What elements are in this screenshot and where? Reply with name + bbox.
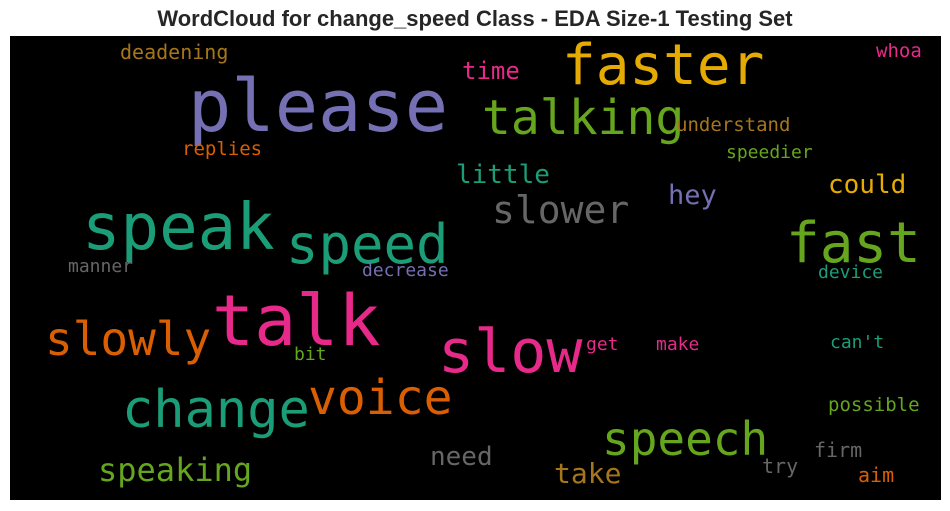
word-try: try	[762, 454, 799, 478]
wordcloud-canvas: please faster talking speak speed slower…	[10, 36, 941, 500]
word-speak: speak	[82, 191, 275, 265]
word-slowly: slowly	[45, 312, 212, 366]
word-possible: possible	[828, 394, 920, 416]
word-device: device	[818, 262, 884, 283]
word-manner: manner	[68, 256, 134, 277]
word-replies: replies	[182, 138, 263, 160]
word-decrease: decrease	[362, 260, 449, 281]
word-could: could	[828, 170, 907, 200]
word-talking: talking	[482, 90, 685, 146]
word-speedier: speedier	[726, 142, 813, 163]
word-cant: can't	[830, 332, 885, 353]
word-speaking: speaking	[98, 451, 253, 489]
word-little: little	[456, 160, 550, 190]
word-get: get	[586, 334, 619, 355]
word-need: need	[430, 442, 493, 472]
word-change: change	[122, 380, 310, 440]
word-speed: speed	[286, 213, 449, 276]
chart-title: WordCloud for change_speed Class - EDA S…	[157, 6, 793, 31]
word-hey: hey	[668, 180, 717, 211]
word-firm: firm	[814, 438, 863, 462]
word-fast: fast	[786, 211, 921, 276]
word-deadening: deadening	[120, 40, 229, 64]
word-aim: aim	[858, 463, 895, 487]
word-take: take	[554, 457, 622, 490]
word-make: make	[656, 334, 700, 355]
word-understand: understand	[676, 114, 791, 136]
word-bit: bit	[294, 344, 327, 365]
word-slower: slower	[492, 188, 630, 232]
word-please: please	[188, 64, 449, 148]
word-faster: faster	[562, 36, 765, 98]
word-talk: talk	[212, 280, 381, 362]
word-slow: slow	[438, 317, 583, 387]
word-time: time	[462, 57, 520, 85]
word-voice: voice	[308, 370, 453, 426]
word-speech: speech	[602, 412, 769, 466]
word-whoa: whoa	[876, 40, 922, 62]
